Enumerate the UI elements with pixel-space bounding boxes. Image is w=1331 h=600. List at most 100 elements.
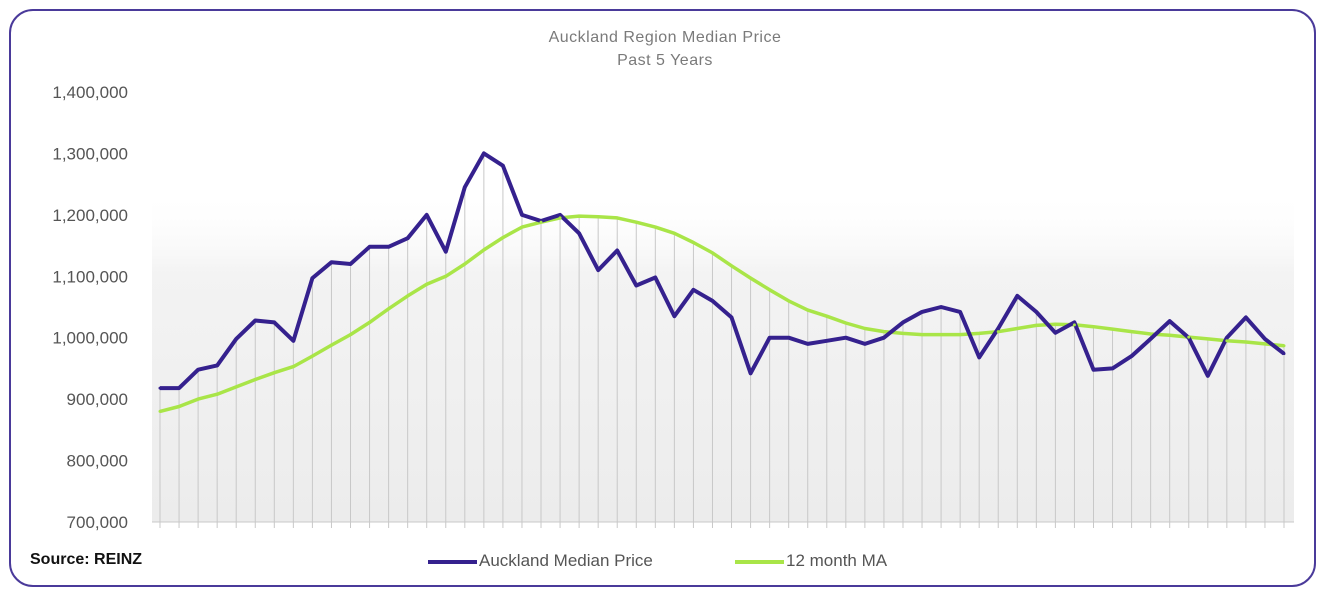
median-point: [1015, 294, 1019, 298]
ma-point: [482, 248, 486, 252]
median-point: [291, 339, 295, 343]
median-point: [958, 310, 962, 314]
ma-point: [1168, 333, 1172, 337]
ma-point: [768, 288, 772, 292]
ma-point: [425, 282, 429, 286]
ma-point: [920, 333, 924, 337]
median-point: [1130, 354, 1134, 358]
median-point: [1053, 331, 1057, 335]
median-point: [463, 185, 467, 189]
ma-point: [1111, 327, 1115, 331]
median-point: [482, 151, 486, 155]
vertical-gridlines: [159, 153, 1285, 522]
median-point: [787, 336, 791, 340]
ma-point: [1053, 322, 1057, 326]
median-point: [730, 315, 734, 319]
ma-point: [368, 320, 372, 324]
ma-point: [234, 385, 238, 389]
median-point: [596, 268, 600, 272]
median-point: [1282, 352, 1286, 356]
legend-label-auckland-median-price: Auckland Median Price: [479, 551, 653, 570]
ma-point: [558, 216, 562, 220]
median-point: [253, 319, 257, 323]
y-tick-label: 1,100,000: [52, 267, 128, 286]
ma-point: [253, 377, 257, 381]
y-tick-label: 800,000: [67, 452, 128, 471]
x-axis-ticks: [159, 522, 1285, 528]
median-point: [234, 337, 238, 341]
median-point: [844, 336, 848, 340]
ma-point: [291, 365, 295, 369]
series-line-12-month-ma: [159, 214, 1285, 414]
ma-point: [158, 409, 162, 413]
ma-point: [1225, 339, 1229, 343]
median-point: [882, 336, 886, 340]
ma-point: [1091, 325, 1095, 329]
y-tick-label: 1,200,000: [52, 206, 128, 225]
y-tick-label: 1,400,000: [52, 83, 128, 102]
median-point: [558, 213, 562, 217]
median-point: [653, 276, 657, 280]
median-point: [1111, 366, 1115, 370]
chart-title: Auckland Region Median Price: [549, 29, 782, 46]
median-point: [272, 320, 276, 324]
median-point: [863, 342, 867, 346]
ma-point: [844, 321, 848, 325]
ma-point: [349, 333, 353, 337]
ma-point: [196, 397, 200, 401]
ma-point: [520, 225, 524, 229]
ma-point: [939, 333, 943, 337]
ma-point: [730, 264, 734, 268]
median-point: [977, 355, 981, 359]
data-points: [158, 151, 1286, 413]
ma-point: [1034, 323, 1038, 327]
ma-point: [1072, 323, 1076, 327]
ma-point: [977, 331, 981, 335]
ma-point: [501, 236, 505, 240]
median-point: [1225, 336, 1229, 340]
ma-point: [691, 241, 695, 244]
median-point: [577, 231, 581, 235]
median-point: [310, 276, 314, 280]
ma-point: [806, 308, 810, 312]
median-point: [691, 288, 695, 292]
median-point: [444, 250, 448, 254]
y-tick-label: 900,000: [67, 390, 128, 409]
ma-point: [577, 214, 581, 218]
ma-point: [272, 371, 276, 375]
source-label: Source: REINZ: [30, 551, 143, 568]
median-point: [329, 260, 333, 264]
median-point: [425, 213, 429, 217]
median-point: [501, 164, 505, 168]
ma-point: [634, 220, 638, 224]
ma-point: [215, 392, 219, 396]
median-point: [406, 236, 410, 240]
legend-label-12-month-ma: 12 month MA: [786, 551, 888, 570]
ma-point: [387, 307, 391, 311]
median-point: [215, 363, 219, 367]
median-point: [768, 336, 772, 340]
median-point: [1072, 320, 1076, 324]
ma-point: [825, 314, 829, 318]
median-point: [920, 310, 924, 314]
ma-point: [329, 343, 333, 347]
median-point: [1034, 310, 1038, 314]
y-axis: 1,400,000 1,300,000 1,200,000 1,100,000 1,00…: [52, 83, 128, 532]
ma-point: [310, 354, 314, 358]
plot-background: [152, 190, 1294, 522]
ma-point: [882, 330, 886, 334]
median-point: [901, 320, 905, 324]
y-tick-label: 1,000,000: [52, 329, 128, 348]
ma-point: [1187, 335, 1191, 339]
ma-point: [863, 327, 867, 330]
ma-point: [787, 299, 791, 303]
y-tick-label: 1,300,000: [52, 144, 128, 163]
ma-point: [444, 274, 448, 278]
median-point: [749, 371, 753, 375]
median-point: [1244, 315, 1248, 319]
median-point: [672, 314, 676, 318]
ma-point: [1244, 340, 1248, 344]
median-point: [1206, 374, 1210, 378]
median-point: [1263, 337, 1267, 341]
median-point: [634, 284, 638, 287]
